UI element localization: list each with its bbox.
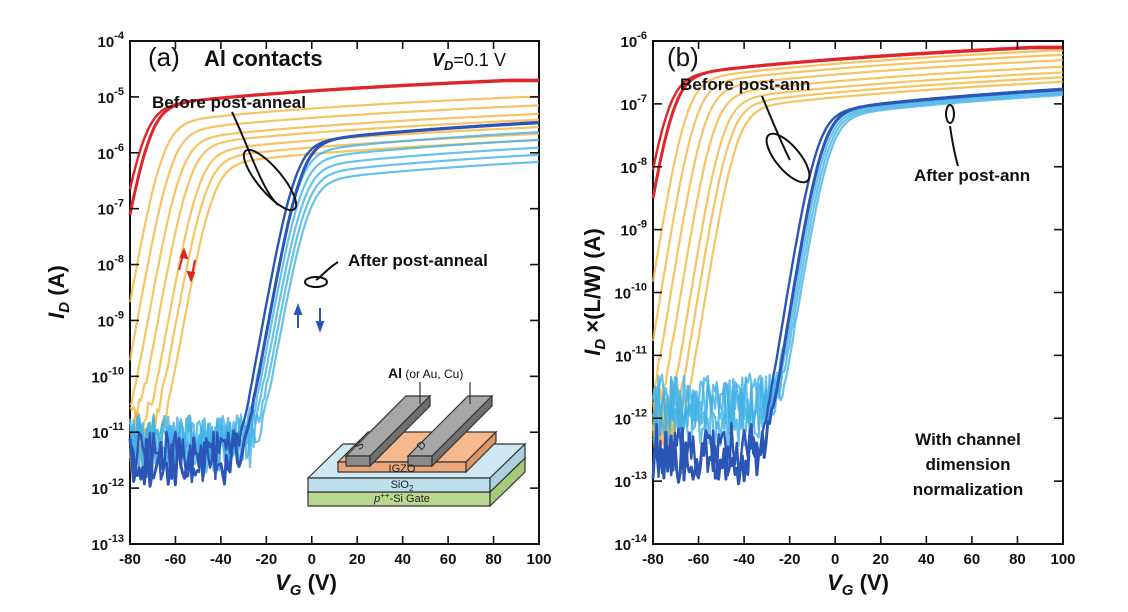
sweep-arrows-blue: [293, 303, 325, 333]
xtick-label-b-3: -20: [779, 551, 801, 568]
panel-a-label: (a): [148, 42, 180, 72]
panel-b-xlabel: VG (V): [827, 570, 889, 599]
xtick-label-b-1: -60: [688, 551, 710, 568]
after-anneal-leader: [315, 261, 339, 281]
panel-b-ticks: -80 -60 -40 -20 0 20 40 60 80 100 10-14 10-13 10-12 1…: [614, 30, 1075, 568]
panel-b: -80 -60 -40 -20 0 20 40 60 80 100 10-14 10-13 10-12 1…: [580, 30, 1076, 599]
before-ann-leader: [761, 95, 791, 161]
curve-b-1: [651, 53, 1063, 342]
inset-gate-label: p++-Si Gate: [373, 491, 430, 505]
inset-igzo-label: IGZO: [389, 463, 416, 475]
before-ann-loop: [765, 132, 811, 184]
ytick-label-a-4: 10-9: [98, 309, 124, 330]
ytick-label-a-0: 10-13: [91, 533, 124, 554]
curve-b-5: [651, 76, 1064, 452]
ytick-label-b-5: 10-9: [621, 219, 647, 240]
panel-a-curves: [128, 78, 540, 488]
annotation-normalization: normalization: [913, 480, 1024, 499]
xtick-label-a-8: 80: [485, 551, 502, 568]
panel-a-title: Al contacts: [204, 46, 323, 71]
sweep-arrows-red: [178, 247, 196, 283]
xtick-label-b-0: -80: [642, 551, 664, 568]
curve-b-8: [651, 90, 1064, 450]
curve-b-3: [651, 65, 1064, 425]
ytick-label-b-0: 10-14: [614, 533, 647, 554]
xtick-label-a-7: 60: [440, 551, 457, 568]
curve-a-3: [129, 118, 540, 416]
panel-b-label: (b): [667, 42, 699, 72]
ytick-label-b-6: 10-8: [621, 156, 647, 177]
curve-a-8: [128, 138, 540, 468]
before-anneal-loop: [242, 148, 298, 212]
ytick-label-b-3: 10-11: [615, 344, 647, 365]
ytick-label-a-7: 10-6: [98, 142, 124, 163]
curve-a-10: [128, 153, 540, 468]
curve-b-6: [652, 80, 1064, 458]
panel-b-curves: [651, 45, 1064, 486]
panel-a-ticks: -80 -60 -40 -20 0 20 40 60 80 100 10-13 10-12 10-11 1…: [91, 30, 551, 568]
ytick-label-a-1: 10-12: [91, 477, 124, 498]
ytick-label-a-8: 10-5: [98, 86, 124, 107]
after-anneal-loop: [304, 276, 328, 288]
annotation-before-post-anneal: Before post-anneal: [152, 93, 306, 112]
curve-a-1: [128, 104, 539, 361]
ytick-label-b-1: 10-13: [614, 470, 647, 491]
ytick-label-a-5: 10-8: [98, 254, 124, 275]
panel-a: -80 -60 -40 -20 0 20 40 60 80 100 10-13 10-12 10-11 1…: [44, 30, 552, 599]
curve-b-14: [651, 88, 1064, 480]
xtick-label-b-4: 0: [831, 551, 839, 568]
xtick-label-b-2: -40: [733, 551, 755, 568]
panel-b-ylabel: ID ×(L/W) (A): [580, 228, 609, 356]
annotation-with-channel: With channel: [915, 430, 1021, 449]
curve-b-9: [651, 92, 1064, 439]
annotation-after-post-anneal: After post-anneal: [348, 251, 488, 270]
curve-b-12: [651, 47, 1063, 171]
curve-a-11: [129, 160, 540, 476]
inset-metal-label: Al (or Au, Cu): [388, 365, 463, 381]
annotation-dimension: dimension: [925, 455, 1010, 474]
curve-b-4: [651, 71, 1064, 453]
ytick-label-b-8: 10-6: [621, 30, 647, 51]
xtick-label-b-5: 20: [872, 551, 889, 568]
xtick-label-b-9: 100: [1050, 551, 1075, 568]
ytick-label-a-2: 10-11: [92, 421, 124, 442]
ytick-label-b-4: 10-10: [614, 282, 647, 303]
ytick-label-a-3: 10-10: [91, 365, 124, 386]
device-schematic-inset: S D Al (or Au, Cu) IGZO SiO2 p++-Si Gate: [306, 365, 527, 508]
xtick-label-b-8: 80: [1009, 551, 1026, 568]
curve-a-0: [128, 95, 539, 303]
xtick-label-a-5: 20: [349, 551, 366, 568]
annotation-after-post-ann: After post-ann: [914, 166, 1030, 185]
xtick-label-a-3: -20: [255, 551, 277, 568]
curve-a-13: [128, 79, 539, 190]
xtick-label-a-9: 100: [526, 551, 551, 568]
panel-a-condition: VD=0.1 V: [432, 50, 506, 73]
curve-b-0: [651, 49, 1063, 282]
ytick-label-a-9: 10-4: [98, 30, 125, 51]
panel-a-ylabel: ID (A): [44, 265, 73, 319]
panel-a-xlabel: VG (V): [275, 570, 337, 599]
ytick-label-b-2: 10-12: [614, 407, 647, 428]
after-ann-leader: [949, 125, 959, 167]
curve-a-2: [129, 112, 540, 406]
xtick-label-a-1: -60: [165, 551, 187, 568]
after-ann-loop: [945, 104, 955, 124]
annotation-before-post-ann: Before post-ann: [680, 75, 810, 94]
ytick-label-a-6: 10-7: [98, 198, 124, 219]
xtick-label-a-0: -80: [119, 551, 141, 568]
ytick-label-b-7: 10-7: [621, 93, 647, 114]
xtick-label-b-7: 60: [964, 551, 981, 568]
curve-b-2: [651, 59, 1064, 399]
xtick-label-b-6: 40: [918, 551, 935, 568]
xtick-label-a-6: 40: [394, 551, 411, 568]
xtick-label-a-2: -40: [210, 551, 232, 568]
curve-a-15: [129, 121, 540, 484]
xtick-label-a-4: 0: [308, 551, 316, 568]
curve-b-10: [651, 93, 1064, 431]
inset-oxide-label: SiO2: [391, 479, 414, 493]
